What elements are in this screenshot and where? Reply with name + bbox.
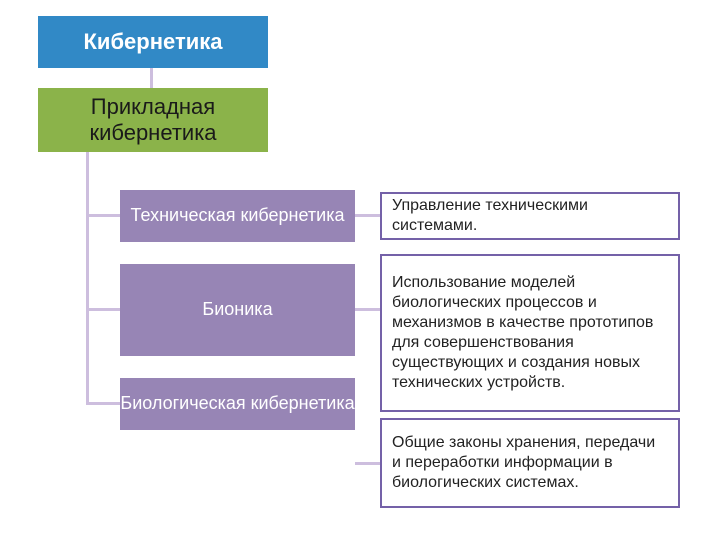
connector — [355, 462, 380, 465]
connector — [86, 214, 120, 217]
subtitle-node: Прикладная кибернетика — [38, 88, 268, 152]
branch-node: Техническая кибернетика — [120, 190, 355, 242]
branch-description-text: Управление техническими системами. — [392, 196, 668, 236]
connector — [86, 308, 120, 311]
branch-description-text: Использование моделей биологических проц… — [392, 273, 668, 393]
root-node: Кибернетика — [38, 16, 268, 68]
branch-label: Бионика — [202, 299, 272, 321]
branch-description: Управление техническими системами. — [380, 192, 680, 240]
connector — [86, 402, 120, 405]
branch-description: Использование моделей биологических проц… — [380, 254, 680, 412]
branch-description-text: Общие законы хранения, передачи и перера… — [392, 433, 668, 493]
subtitle-label: Прикладная кибернетика — [38, 94, 268, 147]
root-label: Кибернетика — [84, 29, 223, 55]
branch-label: Техническая кибернетика — [130, 205, 344, 227]
branch-node: Биологическая кибернетика — [120, 378, 355, 430]
branch-node: Бионика — [120, 264, 355, 356]
connector — [150, 68, 153, 88]
connector — [355, 214, 380, 217]
branch-label: Биологическая кибернетика — [120, 393, 354, 415]
connector — [86, 152, 89, 404]
branch-description: Общие законы хранения, передачи и перера… — [380, 418, 680, 508]
connector — [355, 308, 380, 311]
